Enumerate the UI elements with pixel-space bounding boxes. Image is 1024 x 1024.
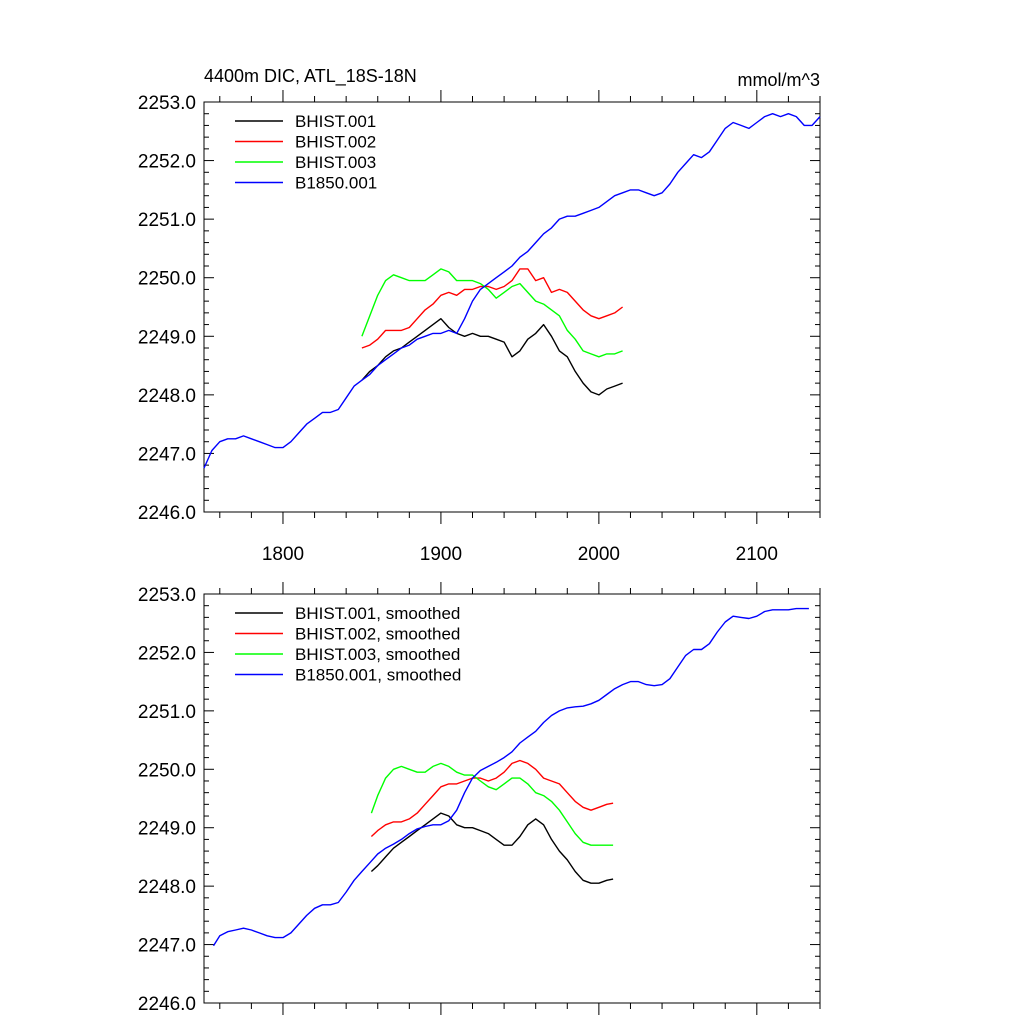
legend-label: B1850.001	[295, 174, 377, 193]
legend-label: BHIST.001, smoothed	[295, 604, 460, 623]
top-panel-units: mmol/m^3	[738, 70, 820, 90]
legend-label: BHIST.003	[295, 153, 376, 172]
y-tick-label: 2247.0	[138, 936, 196, 957]
series-line-2	[370, 762, 614, 846]
y-tick-label: 2252.0	[138, 152, 196, 173]
bottom-panel: 2246.0 2247.0 2248.0 2249.0 2250.0 2251.0 2252…	[138, 582, 821, 1015]
top-panel-title: 4400m DIC, ATL_18S-18N	[204, 66, 417, 87]
y-tick-label: 2249.0	[138, 327, 196, 348]
x-tick-label: 2100	[736, 544, 778, 565]
y-tick-label: 2247.0	[138, 444, 196, 465]
legend-label: BHIST.002	[295, 133, 376, 152]
y-tick-label: 2246.0	[138, 503, 196, 524]
y-tick-label: 2253.0	[138, 93, 196, 114]
y-tick-label: 2253.0	[138, 585, 196, 606]
y-tick-label: 2252.0	[138, 643, 196, 664]
x-tick-label: 1900	[420, 544, 462, 565]
x-tick-label: 2000	[578, 544, 620, 565]
y-tick-label: 2249.0	[138, 819, 196, 840]
series-line-0	[361, 318, 623, 396]
y-tick-label: 2250.0	[138, 269, 196, 290]
top-panel: 4400m DIC, ATL_18S-18N mmol/m^3 2246.0 22…	[138, 66, 821, 565]
series-line-1	[370, 759, 614, 838]
series-line-3	[203, 112, 821, 469]
series-line-3	[212, 607, 809, 947]
y-tick-label: 2251.0	[138, 702, 196, 723]
legend-label: BHIST.001	[295, 112, 376, 131]
plot-frame	[203, 101, 821, 513]
x-tick-label: 1800	[262, 544, 304, 565]
y-tick-label: 2251.0	[138, 210, 196, 231]
series-line-1	[361, 268, 624, 349]
series-line-2	[361, 268, 623, 358]
y-tick-label: 2246.0	[138, 994, 196, 1015]
plot-frame	[203, 593, 821, 1004]
legend: BHIST.001, smoothed BHIST.002, smoothedBH…	[235, 604, 461, 685]
y-tick-label: 2248.0	[138, 877, 196, 898]
y-tick-label: 2248.0	[138, 386, 196, 407]
series-line-0	[370, 812, 614, 884]
legend-label: BHIST.003, smoothed	[295, 645, 460, 664]
y-tick-label: 2250.0	[138, 760, 196, 781]
legend-label: B1850.001, smoothed	[295, 666, 461, 685]
legend-label: BHIST.002, smoothed	[295, 625, 460, 644]
